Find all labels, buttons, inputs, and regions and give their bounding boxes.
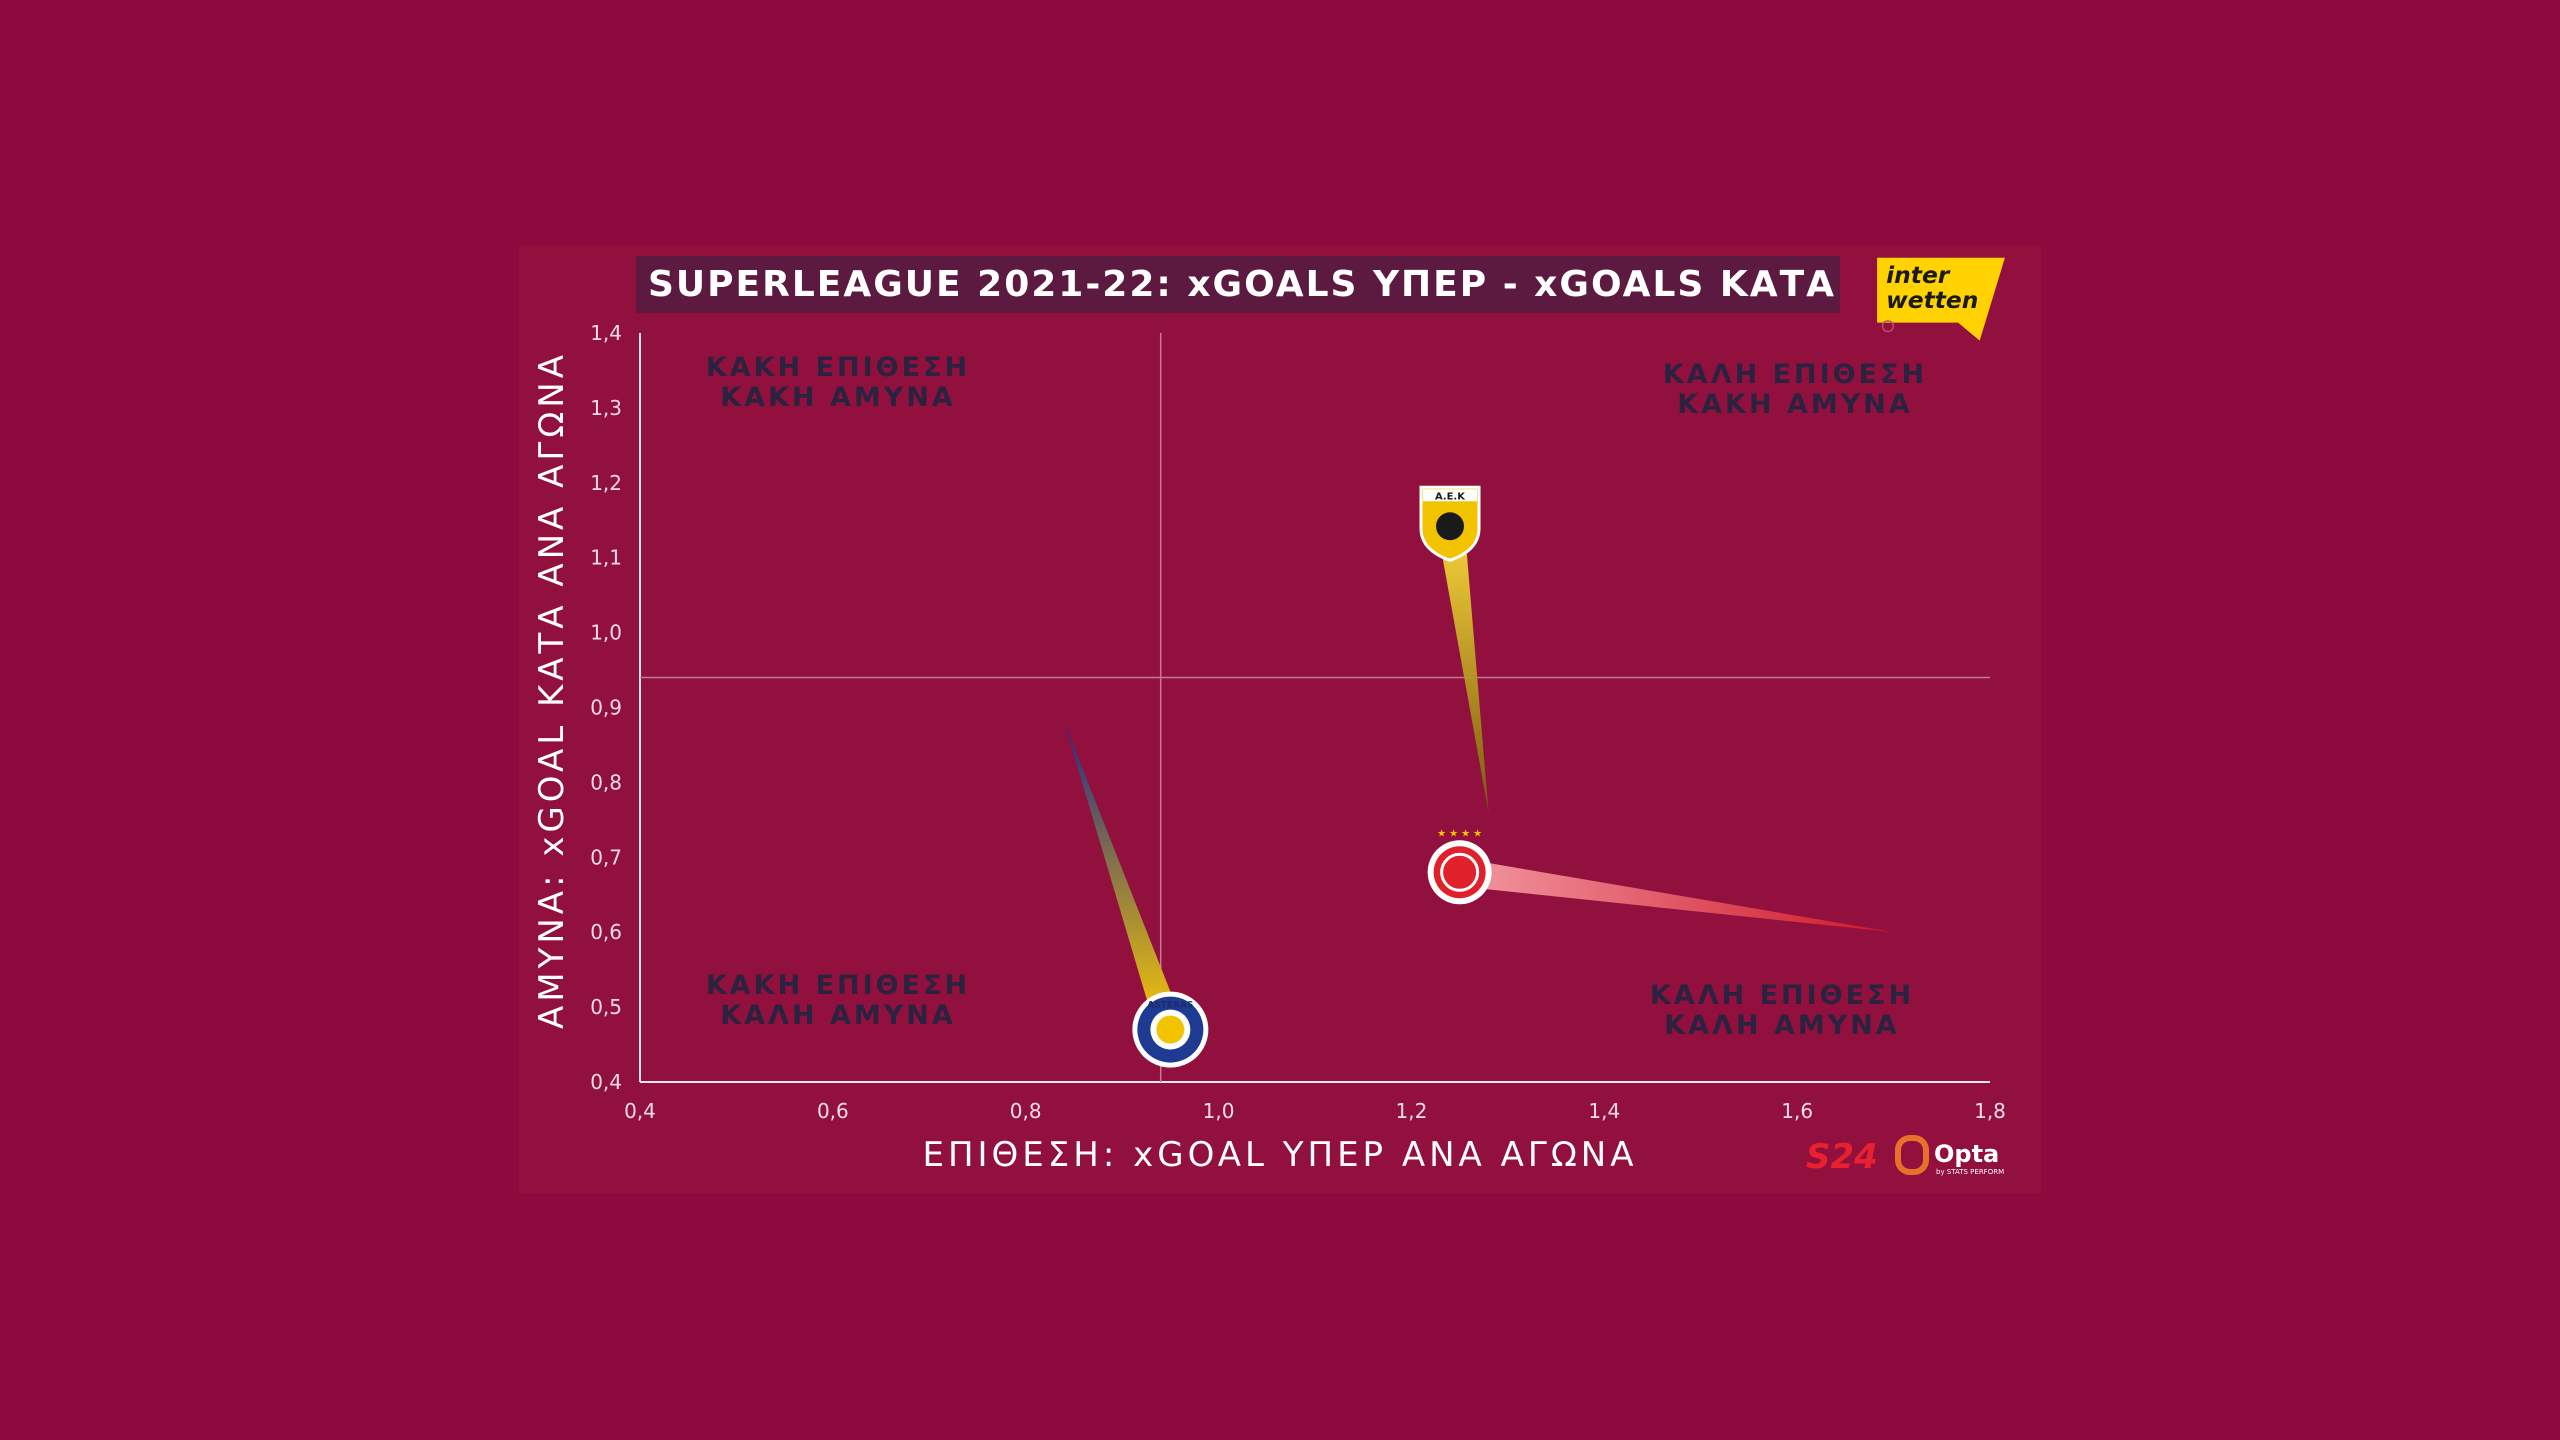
y-tick-label: 1,2 [590, 471, 622, 495]
x-tick-label: 1,6 [1781, 1099, 1813, 1123]
svg-text:inter: inter [1886, 261, 1951, 289]
svg-text:wetten: wetten [1886, 286, 1978, 314]
aek-eagle-icon [1436, 512, 1464, 541]
brand-logos: S24 Opta by STATS PERFORM [1806, 1135, 2004, 1177]
x-tick-label: 1,2 [1396, 1099, 1428, 1123]
team-badge-2: ASTERAS [1132, 991, 1209, 1068]
x-tick-label: 1,0 [1203, 1099, 1235, 1123]
y-tick-label: 0,5 [590, 995, 622, 1019]
quadrant-line2: ΚΑΚΗ ΑΜΥΝΑ [720, 382, 956, 413]
team-badge-1: ★ ★ ★ ★ [1427, 828, 1492, 905]
y-tick-label: 1,0 [590, 621, 622, 645]
quadrant-line1: ΚΑΛΗ ΕΠΙΘΕΣΗ [1650, 980, 1914, 1011]
quadrant-line2: ΚΑΛΗ ΑΜΥΝΑ [1664, 1010, 1900, 1041]
s24-logo: S24 [1806, 1137, 1878, 1177]
star-icon: ★ [1473, 828, 1482, 839]
aek-text: Α.Ε.Κ [1435, 491, 1466, 502]
x-tick-label: 0,6 [817, 1099, 849, 1123]
interwetten-logo: inter wetten [1877, 257, 2005, 341]
y-tick-label: 1,1 [590, 546, 622, 570]
y-tick-label: 1,3 [590, 396, 622, 420]
y-tick-label: 0,9 [590, 696, 622, 720]
asteras-emblem-icon [1156, 1015, 1185, 1044]
opta-icon [1895, 1135, 1929, 1175]
x-tick-label: 0,4 [624, 1099, 656, 1123]
x-axis-title: ΕΠΙΘΕΣΗ: xGOAL ΥΠΕΡ ΑΝΑ ΑΓΩΝΑ [922, 1135, 1637, 1175]
x-tick-label: 0,8 [1010, 1099, 1042, 1123]
asteras-text: ASTERAS [1147, 1001, 1193, 1011]
y-tick-label: 1,4 [590, 321, 622, 345]
opta-sub: by STATS PERFORM [1936, 1168, 2004, 1176]
trail-0 [1436, 518, 1489, 813]
y-tick-label: 0,8 [590, 770, 622, 794]
star-icon: ★ [1437, 828, 1446, 839]
chart-panel [519, 246, 2041, 1193]
trail-1 [1457, 858, 1894, 933]
quadrant-line1: ΚΑΚΗ ΕΠΙΘΕΣΗ [706, 352, 970, 383]
aek-band [1423, 489, 1477, 502]
star-icon: ★ [1449, 828, 1458, 839]
star-icon: ★ [1461, 828, 1470, 839]
team-badge-0: Α.Ε.Κ [1419, 485, 1481, 562]
chart-title: SUPERLEAGUE 2021-22: xGOALS ΥΠΕΡ - xGOAL… [636, 256, 1840, 313]
opta-logo: Opta [1934, 1140, 1999, 1168]
quadrant-line1: ΚΑΚΗ ΕΠΙΘΕΣΗ [706, 970, 970, 1001]
trail-2 [1064, 722, 1184, 1035]
quadrant-line2: ΚΑΛΗ ΑΜΥΝΑ [720, 1000, 956, 1031]
quadrant-line1: ΚΑΛΗ ΕΠΙΘΕΣΗ [1663, 359, 1927, 390]
y-tick-label: 0,7 [590, 845, 622, 869]
x-tick-label: 1,4 [1588, 1099, 1620, 1123]
x-tick-label: 1,8 [1974, 1099, 2006, 1123]
y-tick-label: 0,4 [590, 1070, 622, 1094]
y-tick-label: 0,6 [590, 920, 622, 944]
quadrant-line2: ΚΑΚΗ ΑΜΥΝΑ [1677, 389, 1913, 420]
olympiacos-ring [1440, 852, 1480, 892]
y-axis-title: ΑΜΥΝΑ: xGOAL ΚΑΤΑ ΑΝΑ ΑΓΩΝΑ [532, 351, 572, 1029]
